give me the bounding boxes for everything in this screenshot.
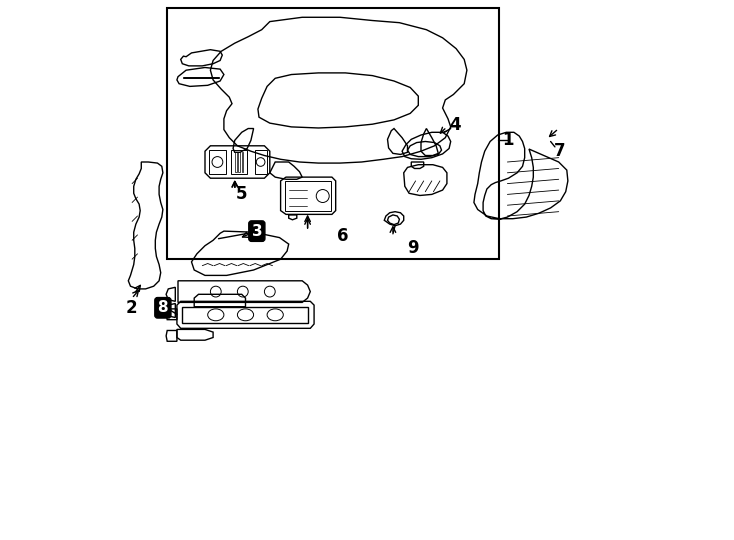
- Bar: [241, 152, 244, 172]
- Bar: [209, 150, 225, 174]
- Bar: [255, 150, 266, 174]
- Text: 7: 7: [553, 142, 565, 160]
- Bar: [231, 150, 247, 174]
- Text: 5: 5: [236, 185, 247, 204]
- Bar: [167, 8, 499, 259]
- Text: 6: 6: [337, 227, 349, 245]
- Text: 9: 9: [407, 239, 418, 258]
- Text: 1: 1: [502, 131, 514, 150]
- Text: 8: 8: [158, 300, 168, 315]
- Text: 3: 3: [252, 224, 262, 239]
- Text: 4: 4: [450, 116, 462, 134]
- Bar: [235, 152, 237, 172]
- Bar: [285, 181, 331, 211]
- Bar: [239, 152, 240, 172]
- Text: 2: 2: [126, 299, 137, 317]
